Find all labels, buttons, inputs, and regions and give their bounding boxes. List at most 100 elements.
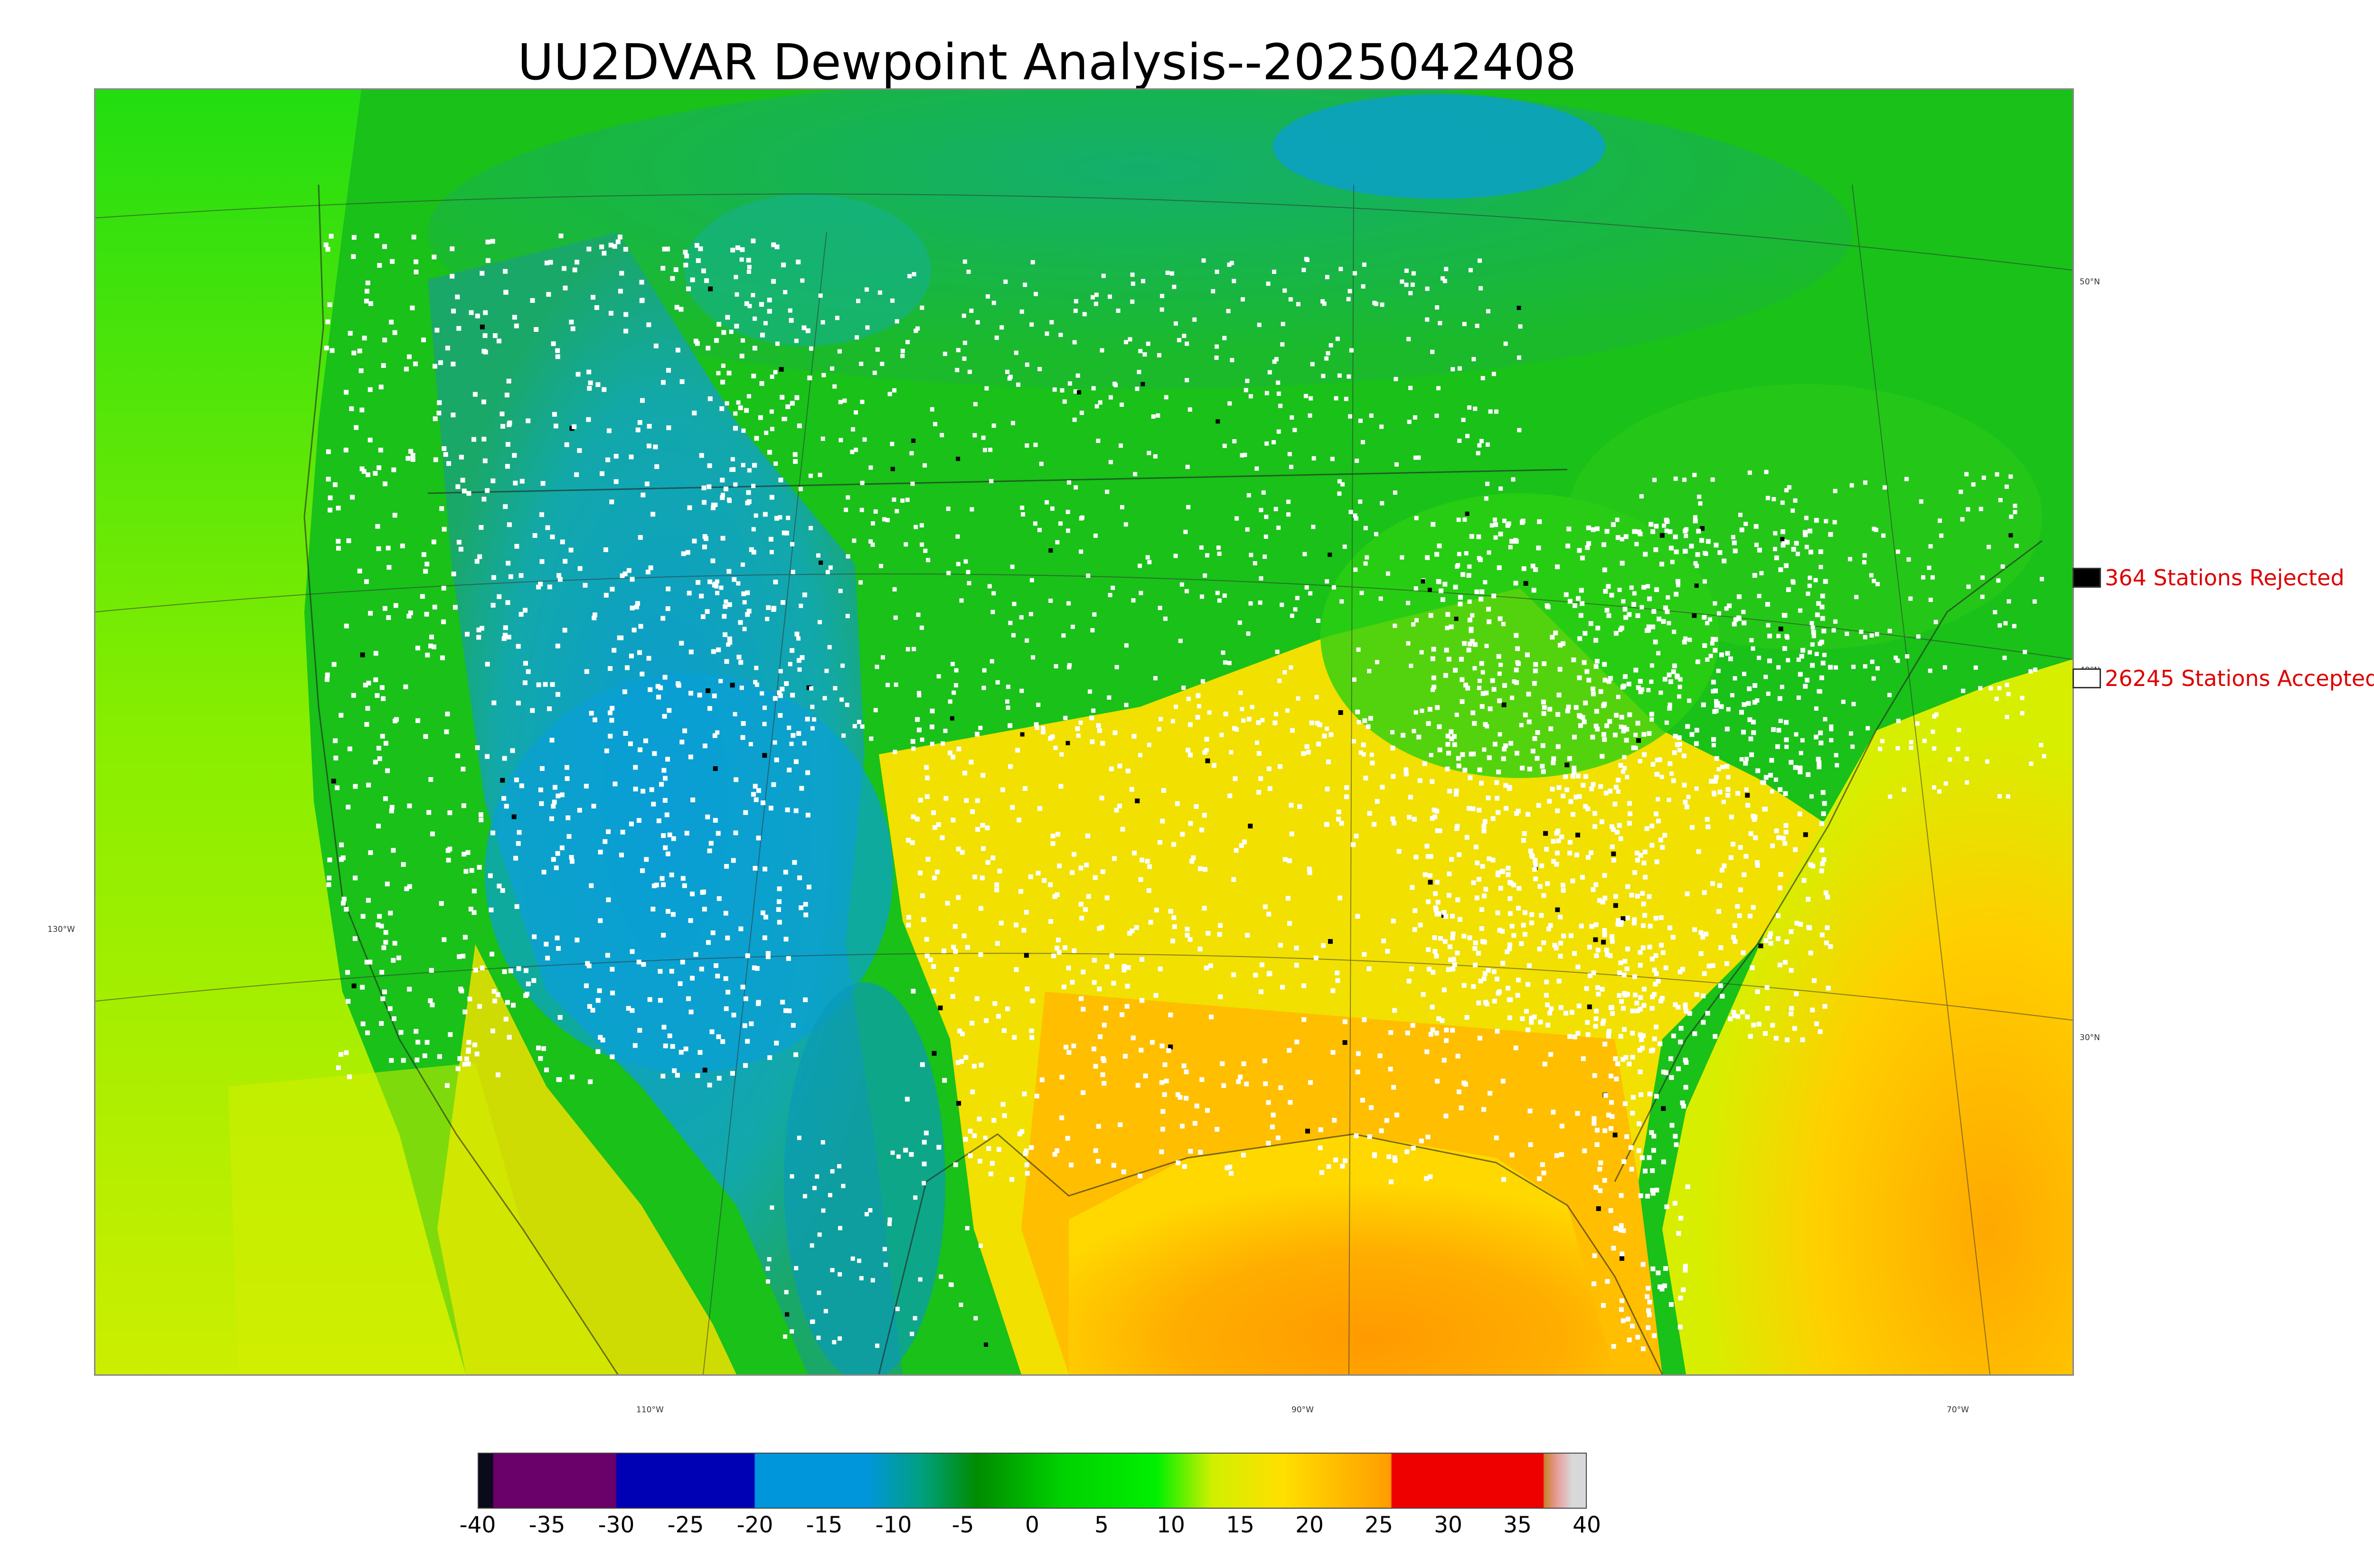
station-accepted-marker <box>2006 692 2011 696</box>
station-accepted-marker <box>815 1174 820 1179</box>
station-accepted-marker <box>1790 508 1795 513</box>
station-accepted-marker <box>1266 1141 1271 1146</box>
station-accepted-marker <box>1819 868 1824 873</box>
station-accepted-marker <box>1216 545 1221 550</box>
station-accepted-marker <box>1480 691 1486 696</box>
station-accepted-marker <box>1517 886 1522 891</box>
station-accepted-marker <box>1332 1117 1337 1123</box>
station-accepted-marker <box>1622 993 1628 998</box>
station-accepted-marker <box>480 626 484 631</box>
station-accepted-marker <box>832 1340 837 1344</box>
station-accepted-marker <box>1660 845 1665 850</box>
station-accepted-marker <box>634 604 639 610</box>
station-accepted-marker <box>584 983 589 988</box>
station-accepted-marker <box>989 1171 994 1176</box>
station-accepted-marker <box>1394 377 1398 381</box>
station-accepted-marker <box>1642 986 1647 992</box>
station-accepted-marker <box>491 989 497 994</box>
station-accepted-marker <box>1191 855 1196 860</box>
station-accepted-marker <box>1293 607 1298 612</box>
station-accepted-marker <box>946 571 951 575</box>
station-accepted-marker <box>1186 505 1191 509</box>
station-accepted-marker <box>735 292 739 297</box>
station-accepted-marker <box>442 526 447 532</box>
station-accepted-marker <box>1185 341 1189 346</box>
station-accepted-marker <box>407 354 412 359</box>
station-accepted-marker <box>818 620 822 624</box>
station-accepted-marker <box>1472 721 1477 726</box>
station-accepted-marker <box>1806 592 1810 596</box>
station-accepted-marker <box>810 726 815 731</box>
station-accepted-marker <box>702 545 707 550</box>
station-accepted-marker <box>326 449 331 454</box>
station-accepted-marker <box>838 1272 842 1277</box>
station-accepted-marker <box>1757 547 1762 553</box>
station-accepted-marker <box>1362 263 1366 267</box>
station-accepted-marker <box>917 691 921 695</box>
station-accepted-marker <box>970 809 975 814</box>
station-accepted-marker <box>2008 474 2013 479</box>
station-accepted-marker <box>1819 675 1824 680</box>
station-accepted-marker <box>1478 557 1483 563</box>
station-accepted-marker <box>1544 979 1549 985</box>
station-accepted-marker <box>745 953 750 958</box>
station-accepted-marker <box>1227 793 1233 798</box>
station-accepted-marker <box>1059 1115 1065 1120</box>
station-accepted-marker <box>980 875 985 881</box>
station-accepted-marker <box>1684 527 1689 532</box>
station-accepted-marker <box>619 853 624 858</box>
station-accepted-marker <box>1618 1033 1623 1039</box>
station-accepted-marker <box>1765 602 1770 607</box>
station-accepted-marker <box>1512 679 1517 684</box>
station-accepted-marker <box>2039 742 2044 747</box>
station-accepted-marker <box>770 375 774 379</box>
station-accepted-marker <box>1516 661 1521 666</box>
station-accepted-marker <box>365 706 370 711</box>
station-accepted-marker <box>429 968 434 973</box>
station-accepted-marker <box>1604 723 1610 728</box>
station-accepted-marker <box>920 737 924 742</box>
station-accepted-marker <box>1668 1056 1673 1061</box>
station-accepted-marker <box>724 1006 729 1011</box>
station-accepted-marker <box>1424 844 1430 849</box>
station-accepted-marker <box>892 498 896 502</box>
station-accepted-marker <box>710 930 716 935</box>
station-accepted-marker <box>351 254 356 259</box>
station-accepted-marker <box>1823 717 1828 722</box>
station-accepted-marker <box>1304 585 1309 590</box>
station-accepted-marker <box>1718 945 1724 950</box>
station-accepted-marker <box>1960 517 1965 522</box>
station-accepted-marker <box>1532 867 1537 872</box>
station-accepted-marker <box>892 587 897 592</box>
station-accepted-marker <box>820 320 825 325</box>
station-accepted-marker <box>1253 973 1258 978</box>
station-accepted-marker <box>796 259 801 264</box>
station-accepted-marker <box>1477 1035 1482 1041</box>
station-accepted-marker <box>485 488 490 493</box>
station-accepted-marker <box>1006 705 1010 710</box>
station-accepted-marker <box>424 1040 430 1045</box>
station-accepted-marker <box>1460 699 1465 704</box>
station-accepted-marker <box>796 731 801 736</box>
station-accepted-marker <box>565 776 570 781</box>
station-accepted-marker <box>812 1186 817 1191</box>
station-accepted-marker <box>1309 396 1313 401</box>
station-accepted-marker <box>1558 643 1563 648</box>
station-accepted-marker <box>447 810 452 816</box>
station-accepted-marker <box>1433 907 1439 912</box>
station-accepted-marker <box>1750 965 1755 970</box>
station-accepted-marker <box>1124 340 1128 345</box>
station-accepted-marker <box>1570 774 1575 779</box>
station-accepted-marker <box>1124 703 1129 707</box>
station-accepted-marker <box>1508 741 1514 746</box>
station-accepted-marker <box>1256 751 1262 756</box>
station-accepted-marker <box>739 685 744 690</box>
station-accepted-marker <box>753 680 758 685</box>
station-accepted-marker <box>856 299 860 303</box>
station-accepted-marker <box>1197 704 1201 709</box>
station-accepted-marker <box>1791 547 1796 552</box>
station-accepted-marker <box>1033 521 1037 526</box>
station-accepted-marker <box>403 684 408 689</box>
station-accepted-marker <box>1058 784 1064 789</box>
station-accepted-marker <box>1130 282 1135 286</box>
